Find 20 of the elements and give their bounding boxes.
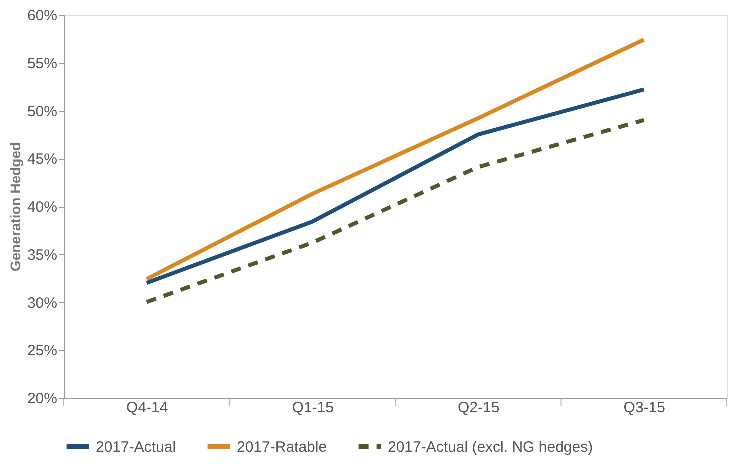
y-tick-label: 30%: [27, 294, 58, 312]
x-tick-label: Q1-15: [292, 400, 334, 416]
y-tick-label: 35%: [27, 246, 58, 264]
x-tick-label: Q4-14: [126, 400, 168, 416]
y-tick-label: 40%: [27, 199, 58, 216]
line-series: [144, 88, 646, 286]
legend-label: 2017-Actual: [96, 439, 176, 456]
legend-label: 2017-Ratable: [237, 439, 328, 456]
y-tick-label: 55%: [27, 55, 58, 72]
x-tick-label: Q2-15: [458, 400, 500, 416]
x-tick-label: Q3-15: [624, 400, 666, 416]
y-tick-label: 25%: [27, 342, 58, 360]
y-tick-label: 20%: [27, 390, 58, 408]
line-series: [144, 38, 646, 282]
y-tick-label: 50%: [27, 103, 58, 120]
y-axis-title: Generation Hedged: [7, 142, 24, 272]
line-series: [144, 118, 646, 304]
y-tick-label: 45%: [27, 151, 58, 168]
legend-label: 2017-Actual (excl. NG hedges): [388, 439, 594, 456]
y-tick-label: 60%: [27, 8, 58, 24]
